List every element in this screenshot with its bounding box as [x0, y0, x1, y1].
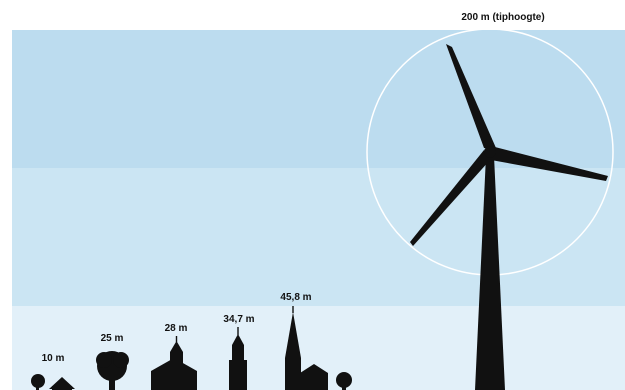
sky-band-top	[12, 30, 625, 168]
church-spire-icon	[285, 306, 328, 390]
tree-height-label: 25 m	[100, 333, 124, 344]
house-height-label: 10 m	[41, 353, 65, 364]
sky-band-middle	[12, 168, 625, 306]
turbine-hub	[484, 146, 496, 158]
turbine-height-label: 200 m (tiphoogte)	[461, 12, 545, 23]
turbine-tower	[475, 156, 505, 390]
tower-height-label: 34,7 m	[223, 314, 255, 325]
tree-icon	[96, 351, 129, 390]
tall-church-height-label: 45,8 m	[280, 292, 312, 303]
blade-right	[491, 146, 608, 181]
church-icon	[151, 336, 197, 390]
church-height-label: 28 m	[164, 323, 188, 334]
wind-turbine-icon	[366, 28, 614, 390]
tower-icon	[229, 327, 247, 390]
blade-up	[446, 44, 496, 148]
tree-small-icon	[336, 372, 352, 390]
house-icon	[31, 374, 75, 390]
blade-left	[410, 150, 490, 246]
